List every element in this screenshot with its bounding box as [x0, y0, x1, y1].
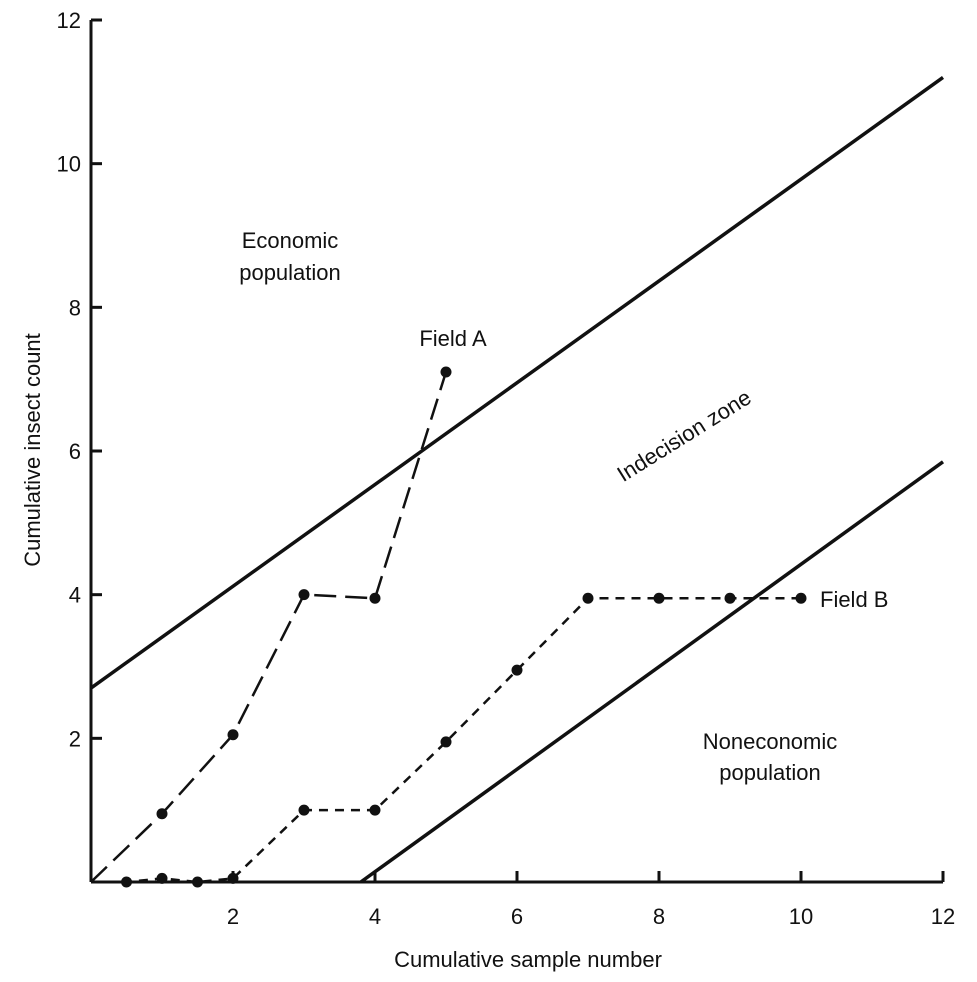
x-tick-label: 6	[511, 904, 523, 929]
field-b-point	[192, 876, 203, 888]
field-b-point	[653, 592, 665, 604]
x-tick-label: 8	[653, 904, 665, 929]
field-a-line	[90, 371, 448, 883]
field-b-point	[511, 664, 523, 676]
field-a-point	[156, 808, 168, 820]
field-b-point	[298, 804, 310, 816]
field-b-point	[795, 592, 807, 604]
noneconomic-label-line2: population	[719, 760, 821, 785]
x-tick-label: 2	[227, 904, 239, 929]
field-a-point	[227, 729, 239, 741]
indecision-zone-label: Indecision zone	[613, 385, 756, 487]
x-tick-label: 10	[789, 904, 813, 929]
y-tick-label: 2	[69, 726, 81, 751]
x-tick-label: 12	[931, 904, 955, 929]
field-a-label: Field A	[419, 326, 487, 351]
decision-boundaries	[89, 76, 945, 884]
lower-decision-line	[359, 460, 945, 884]
field-b-point	[121, 876, 132, 888]
upper-decision-line	[89, 76, 945, 690]
y-tick-label: 6	[69, 439, 81, 464]
y-tick-label: 12	[57, 8, 81, 33]
field-b-point	[369, 804, 381, 816]
economic-label: Economic	[242, 228, 339, 253]
field-b-point	[227, 872, 239, 884]
field-b-label: Field B	[820, 587, 888, 612]
field-a-point	[440, 366, 452, 378]
field-a-point	[369, 592, 381, 604]
x-axis-title: Cumulative sample number	[394, 947, 662, 972]
y-tick-label: 10	[57, 152, 81, 177]
axis-ticks: 2 4 6 8 10 12 2 4 6 8 10 12	[57, 8, 956, 929]
field-b-point	[582, 592, 594, 604]
economic-label-line2: population	[239, 260, 341, 285]
y-tick-label: 4	[69, 583, 81, 608]
field-a-point	[298, 589, 310, 601]
field-b-point	[440, 736, 452, 748]
field-b-point	[156, 872, 168, 884]
x-tick-label: 4	[369, 904, 381, 929]
field-b-point	[724, 592, 736, 604]
y-axis-title: Cumulative insect count	[20, 333, 45, 567]
y-tick-label: 8	[69, 295, 81, 320]
data-series	[90, 366, 807, 888]
noneconomic-label: Noneconomic	[703, 729, 838, 754]
